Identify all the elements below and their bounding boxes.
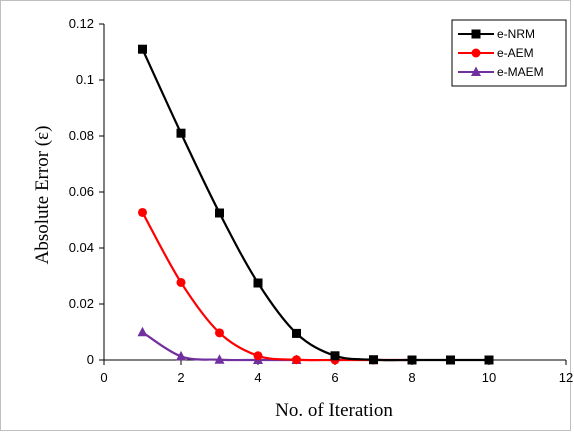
legend-marker-e-aem bbox=[471, 48, 481, 58]
legend-marker-e-nrm bbox=[471, 29, 481, 39]
data-point-e-nrm bbox=[407, 355, 417, 365]
x-tick-label: 2 bbox=[177, 370, 184, 385]
data-point-e-maem bbox=[214, 354, 225, 364]
legend-label: e-AEM bbox=[497, 46, 534, 60]
data-point-e-aem bbox=[176, 277, 186, 287]
y-tick-label: 0 bbox=[87, 352, 94, 367]
data-point-e-aem bbox=[138, 207, 147, 217]
data-point-e-aem bbox=[292, 355, 301, 365]
data-point-e-nrm bbox=[446, 355, 455, 365]
series-e-aem bbox=[138, 207, 417, 365]
data-point-e-nrm bbox=[484, 355, 494, 365]
legend-item-e-nrm: e-NRM bbox=[458, 27, 535, 41]
y-tick-label: 0.12 bbox=[69, 16, 94, 31]
x-tick-label: 6 bbox=[331, 370, 338, 385]
series-e-nrm bbox=[138, 44, 494, 365]
data-point-e-maem bbox=[176, 350, 186, 361]
data-point-e-aem bbox=[253, 351, 263, 361]
data-point-e-aem bbox=[215, 328, 224, 338]
data-point-e-nrm bbox=[330, 351, 340, 361]
legend-marker-e-maem bbox=[471, 66, 481, 76]
x-tick-label: 0 bbox=[100, 370, 107, 385]
y-tick-label: 0.1 bbox=[76, 72, 94, 87]
data-point-e-nrm bbox=[215, 208, 224, 218]
data-point-e-nrm bbox=[138, 44, 147, 54]
legend-item-e-aem: e-AEM bbox=[458, 46, 534, 60]
x-tick-label: 10 bbox=[482, 370, 496, 385]
y-tick-label: 0.08 bbox=[69, 128, 94, 143]
y-tick-label: 0.06 bbox=[69, 184, 94, 199]
y-axis-title: Absolute Error (ε) bbox=[32, 126, 53, 265]
y-tick-label: 0.02 bbox=[69, 296, 94, 311]
legend-label: e-NRM bbox=[497, 27, 535, 41]
x-tick-label: 8 bbox=[408, 370, 415, 385]
legend-item-e-maem: e-MAEM bbox=[458, 65, 544, 79]
x-tick-label: 4 bbox=[254, 370, 261, 385]
data-point-e-nrm bbox=[253, 278, 263, 288]
data-point-e-nrm bbox=[292, 328, 301, 338]
series-layer bbox=[137, 44, 494, 365]
series-line-e-nrm bbox=[141, 48, 489, 362]
y-tick-label: 0.04 bbox=[69, 240, 94, 255]
data-point-e-nrm bbox=[369, 355, 378, 365]
legend: e-NRM e-AEM e-MAEM bbox=[451, 19, 567, 87]
x-tick-label: 12 bbox=[559, 370, 573, 385]
data-point-e-maem bbox=[137, 326, 148, 337]
data-point-e-nrm bbox=[176, 128, 186, 138]
x-axis-title: No. of Iteration bbox=[275, 400, 393, 421]
legend-label: e-MAEM bbox=[497, 65, 544, 79]
